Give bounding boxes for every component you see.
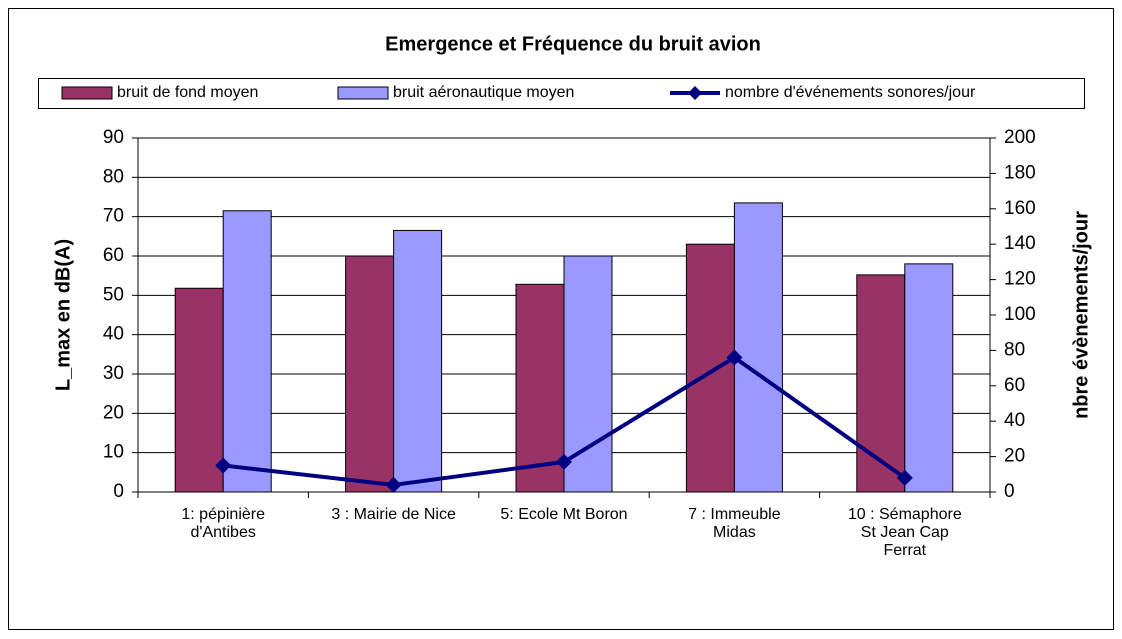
- x-tick-label: 7 : Immeuble Midas: [688, 506, 781, 541]
- legend-label: bruit aéronautique moyen: [393, 84, 574, 101]
- chart-title: Emergence et Fréquence du bruit avion: [385, 33, 761, 55]
- x-tick-label: 10 : Sémaphore St Jean Cap Ferrat: [847, 506, 962, 559]
- legend-swatch: [337, 86, 389, 100]
- bar: [856, 274, 906, 493]
- y2-tick-label: 20: [1004, 446, 1025, 467]
- y-tick-label: 60: [103, 245, 124, 266]
- x-tick-label-box: 1: pépinière d'Antibes: [181, 506, 265, 541]
- y-tick-label: 30: [103, 363, 124, 384]
- marker: [556, 453, 572, 470]
- y2-tick-label: 0: [1004, 481, 1015, 502]
- y-tick-label: 80: [103, 166, 124, 187]
- legend-marker: [688, 86, 702, 100]
- y2-tick-label: 80: [1004, 339, 1025, 360]
- y-tick-label: 10: [103, 442, 124, 463]
- bar: [345, 255, 395, 493]
- legend-swatch: [61, 86, 113, 100]
- y2-axis-title: nbre évènements/jour: [1070, 211, 1092, 419]
- y-tick-label: 70: [103, 206, 124, 227]
- y-tick-label: 40: [103, 324, 124, 345]
- y-tick-label: 50: [103, 284, 124, 305]
- marker: [385, 476, 402, 493]
- bar: [904, 263, 954, 493]
- y2-tick-label: 100: [1004, 304, 1036, 325]
- y-tick-label: 20: [103, 402, 124, 423]
- y2-tick-label: 60: [1004, 375, 1025, 396]
- x-tick-label-box: 3 : Mairie de Nice: [331, 506, 456, 523]
- bar: [685, 243, 735, 493]
- x-tick-label-box: 5: Ecole Mt Boron: [500, 506, 628, 523]
- bar: [563, 255, 613, 493]
- x-tick-label: 5: Ecole Mt Boron: [500, 506, 628, 523]
- y2-tick-label: 200: [1004, 127, 1036, 148]
- x-tick-label-box: 7 : Immeuble Midas: [688, 506, 781, 541]
- x-tick-label: 3 : Mairie de Nice: [331, 506, 456, 523]
- bar: [222, 210, 272, 493]
- y2-tick-label: 140: [1004, 233, 1036, 254]
- x-tick-label: 1: pépinière d'Antibes: [181, 506, 265, 541]
- plot-area: 0 10 20 30 40 50 60 70 80 90 0 20 40 60 80 100 120 140 160…: [103, 127, 1036, 559]
- marker: [726, 349, 743, 366]
- marker: [896, 469, 913, 486]
- y2-tick-label: 180: [1004, 162, 1036, 183]
- legend-label: nombre d'événements sonores/jour: [725, 84, 976, 101]
- y-axis-title: L_max en dB(A): [52, 239, 74, 391]
- y-tick-label: 90: [103, 127, 124, 148]
- bar: [393, 229, 443, 493]
- bar: [733, 202, 783, 493]
- y-tick-label: 0: [113, 481, 124, 502]
- marker: [215, 457, 232, 474]
- bar: [174, 287, 224, 493]
- y2-tick-label: 160: [1004, 198, 1036, 219]
- x-tick-label-box: 10 : Sémaphore St Jean Cap Ferrat: [847, 506, 962, 559]
- bar: [515, 283, 565, 493]
- legend-label: bruit de fond moyen: [117, 84, 258, 101]
- y2-tick-label: 40: [1004, 410, 1025, 431]
- legend-box: [38, 78, 1085, 109]
- y2-tick-label: 120: [1004, 269, 1036, 290]
